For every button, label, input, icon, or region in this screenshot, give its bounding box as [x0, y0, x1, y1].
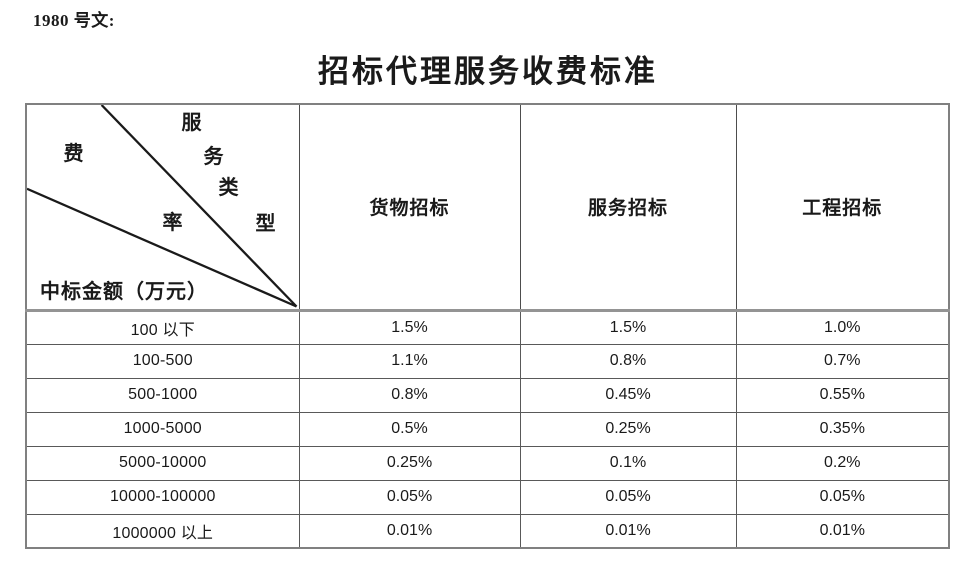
table-row: 10000-100000 0.05% 0.05% 0.05%: [25, 479, 950, 515]
goods-rate-value: 1.5%: [298, 309, 521, 345]
table-row: 500-1000 0.8% 0.45% 0.55%: [25, 377, 950, 413]
service-rate-value: 0.05%: [519, 479, 737, 515]
engineering-rate-value: 0.01%: [735, 513, 950, 549]
table-row: 100 以下 1.5% 1.5% 1.0%: [25, 309, 950, 345]
engineering-rate-value: 0.7%: [735, 343, 950, 379]
row-amount-range: 1000000 以上: [25, 513, 300, 549]
row-amount-range: 100 以下: [25, 309, 300, 345]
engineering-rate-value: 1.0%: [735, 309, 950, 345]
engineering-rate-value: 0.35%: [735, 411, 950, 447]
row-amount-range: 500-1000: [25, 377, 300, 413]
table-body: 100 以下 1.5% 1.5% 1.0% 100-500 1.1% 0.8% …: [25, 309, 950, 549]
engineering-rate-value: 0.2%: [735, 445, 950, 481]
corner-cell: 费 率 服 务 类 型 中标金额（万元）: [25, 103, 300, 312]
service-rate-value: 0.8%: [519, 343, 737, 379]
diagonal-divider-lines: [27, 105, 298, 307]
goods-rate-value: 0.8%: [298, 377, 521, 413]
table-row: 1000000 以上 0.01% 0.01% 0.01%: [25, 513, 950, 549]
goods-rate-value: 0.5%: [298, 411, 521, 447]
table-row: 100-500 1.1% 0.8% 0.7%: [25, 343, 950, 379]
bid-amount-label: 中标金额（万元）: [40, 281, 208, 303]
goods-rate-value: 0.25%: [298, 445, 521, 481]
column-header-service-bidding: 服务招标: [519, 103, 737, 312]
table-row: 5000-10000 0.25% 0.1% 0.2%: [25, 445, 950, 481]
column-header-goods-bidding: 货物招标: [298, 103, 521, 312]
page-title: 招标代理服务收费标准: [318, 54, 658, 89]
row-amount-range: 1000-5000: [25, 411, 300, 447]
table-header-row: 费 率 服 务 类 型 中标金额（万元） 货物招标 服务招标 工程招标: [25, 103, 950, 312]
engineering-rate-value: 0.55%: [735, 377, 950, 413]
goods-rate-value: 0.01%: [298, 513, 521, 549]
service-rate-value: 0.45%: [519, 377, 737, 413]
service-type-label-char: 类: [218, 177, 240, 199]
service-rate-value: 0.01%: [519, 513, 737, 549]
engineering-rate-value: 0.05%: [735, 479, 950, 515]
row-amount-range: 5000-10000: [25, 445, 300, 481]
goods-rate-value: 1.1%: [298, 343, 521, 379]
service-rate-value: 1.5%: [519, 309, 737, 345]
service-rate-value: 0.25%: [519, 411, 737, 447]
fee-rate-label-char: 率: [162, 212, 184, 234]
service-rate-value: 0.1%: [519, 445, 737, 481]
row-amount-range: 100-500: [25, 343, 300, 379]
service-type-label-char: 型: [255, 213, 277, 235]
fee-rate-label-char: 费: [63, 143, 85, 165]
column-header-engineering-bidding: 工程招标: [735, 103, 950, 312]
table-row: 1000-5000 0.5% 0.25% 0.35%: [25, 411, 950, 447]
goods-rate-value: 0.05%: [298, 479, 521, 515]
service-type-label-char: 服: [181, 112, 203, 134]
row-amount-range: 10000-100000: [25, 479, 300, 515]
service-type-label-char: 务: [203, 146, 225, 168]
doc-number-label: 1980 号文:: [33, 11, 115, 30]
fee-standard-table: 费 率 服 务 类 型 中标金额（万元） 货物招标 服务招标 工程招标 100 …: [25, 103, 950, 549]
